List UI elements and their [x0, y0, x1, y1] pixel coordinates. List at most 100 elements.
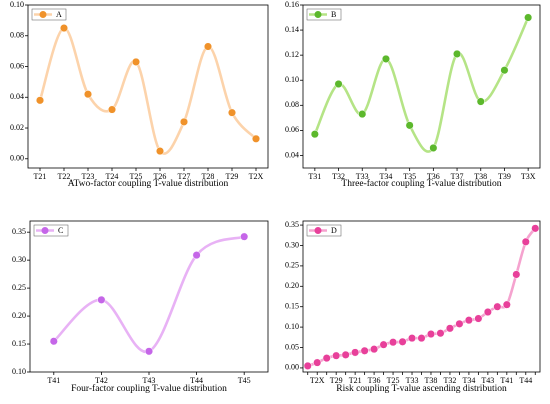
legend-marker — [41, 227, 49, 234]
data-point — [334, 79, 343, 89]
y-tick-label: 0.02 — [10, 123, 24, 132]
series-line — [52, 235, 245, 354]
x-tick-label: T38 — [474, 172, 487, 181]
x-tick-label: T2X — [249, 172, 264, 181]
data-point — [131, 57, 141, 66]
series-line — [313, 17, 530, 153]
data-point — [360, 346, 369, 355]
plot-frame — [27, 4, 269, 169]
y-tick-label: 0.12 — [285, 50, 299, 59]
data-point — [332, 351, 341, 360]
y-tick-label: 0.35 — [285, 220, 299, 229]
x-tick-label: T34 — [462, 376, 475, 385]
data-point — [474, 314, 483, 323]
legend-label: C — [58, 226, 63, 235]
data-point — [445, 324, 454, 333]
x-tick-label: T29 — [226, 172, 239, 181]
data-point — [436, 329, 445, 338]
x-tick-label: T25 — [387, 376, 400, 385]
data-point — [303, 361, 312, 370]
x-tick-label: T37 — [451, 172, 464, 181]
x-tick-label: T34 — [380, 172, 393, 181]
data-point — [310, 130, 319, 139]
data-point — [107, 105, 117, 114]
y-tick-label: 0.06 — [10, 61, 24, 70]
panel: 0.10 0.15 0.20 0.25 0.30 0.35 T41 T42 T43 T44 T45 F… — [12, 220, 269, 394]
x-tick-label: T36 — [427, 172, 440, 181]
data-point — [381, 54, 391, 63]
data-point — [192, 251, 201, 260]
panel: 0.00 0.02 0.04 0.06 0.08 0.10 T21 T22 T23 T24 T25 T… — [10, 0, 269, 189]
x-tick-label: T21 — [349, 376, 362, 385]
data-point — [49, 337, 58, 346]
y-tick-label: 0.00 — [285, 363, 299, 372]
y-tick-label: 0.35 — [12, 227, 26, 236]
data-point — [144, 347, 154, 356]
legend-marker — [314, 227, 322, 234]
data-point — [453, 49, 462, 58]
data-point — [405, 121, 414, 130]
x-tick-label: T44 — [519, 376, 532, 385]
panel: 0.04 0.06 0.08 0.10 0.12 0.14 0.16 T31 T32 T33 T34… — [285, 0, 541, 189]
data-point — [179, 117, 189, 126]
data-point — [502, 300, 511, 309]
y-tick-label: 0.08 — [285, 100, 299, 109]
x-tick-label: T24 — [106, 172, 119, 181]
plot-frame — [302, 220, 541, 373]
data-point — [531, 224, 540, 233]
x-tick-label: T32 — [332, 172, 345, 181]
y-tick-label: 0.20 — [12, 311, 26, 320]
data-point — [313, 358, 322, 367]
y-tick-label: 0.25 — [285, 261, 299, 270]
data-point — [512, 270, 521, 279]
series-line — [38, 26, 257, 155]
legend-label: D — [331, 226, 337, 235]
x-tick-label: T3X — [521, 172, 536, 181]
y-tick-label: 0.25 — [12, 283, 26, 292]
legend-marker — [39, 11, 47, 18]
x-tick-label: T35 — [403, 172, 416, 181]
panel-title: ATwo-factor coupling T-value distributio… — [68, 178, 229, 189]
x-tick-label: T41 — [500, 376, 513, 385]
data-point — [155, 147, 165, 156]
x-tick-label: T45 — [238, 376, 251, 385]
data-point — [455, 319, 464, 328]
y-tick-label: 0.15 — [285, 302, 299, 311]
y-tick-label: 0.05 — [285, 342, 299, 351]
series-line — [307, 227, 537, 368]
y-tick-label: 0.04 — [285, 150, 299, 159]
x-tick-label: T43 — [481, 376, 494, 385]
panel: 0.00 0.05 0.10 0.15 0.20 0.25 0.30 0.35 T2X T29 T2… — [285, 220, 541, 394]
x-tick-label: T41 — [47, 376, 60, 385]
data-point — [389, 338, 398, 347]
data-point — [476, 97, 485, 106]
data-point — [524, 13, 533, 22]
y-tick-label: 0.10 — [285, 75, 299, 84]
x-tick-label: T21 — [34, 172, 47, 181]
y-tick-label: 0.10 — [12, 367, 26, 376]
x-tick-label: T26 — [154, 172, 167, 181]
x-tick-label: T33 — [356, 172, 369, 181]
data-point — [500, 66, 509, 75]
x-tick-label: T25 — [130, 172, 143, 181]
data-point — [398, 337, 407, 346]
x-tick-label: T44 — [190, 376, 203, 385]
data-point — [370, 345, 379, 354]
panel-title: Risk coupling T-value ascending distribu… — [336, 384, 507, 394]
data-point — [341, 350, 350, 359]
data-point — [59, 24, 69, 33]
data-point — [493, 302, 502, 311]
y-tick-label: 0.20 — [285, 281, 299, 290]
y-tick-label: 0.16 — [285, 0, 299, 9]
data-point — [35, 96, 45, 105]
data-point — [240, 232, 249, 241]
x-tick-label: T28 — [202, 172, 215, 181]
y-tick-label: 0.10 — [10, 0, 24, 9]
x-tick-label: T2X — [310, 376, 325, 385]
data-point — [379, 340, 388, 349]
data-point — [464, 316, 473, 325]
x-tick-label: T33 — [406, 376, 419, 385]
x-tick-label: T27 — [178, 172, 191, 181]
y-tick-label: 0.08 — [10, 31, 24, 40]
